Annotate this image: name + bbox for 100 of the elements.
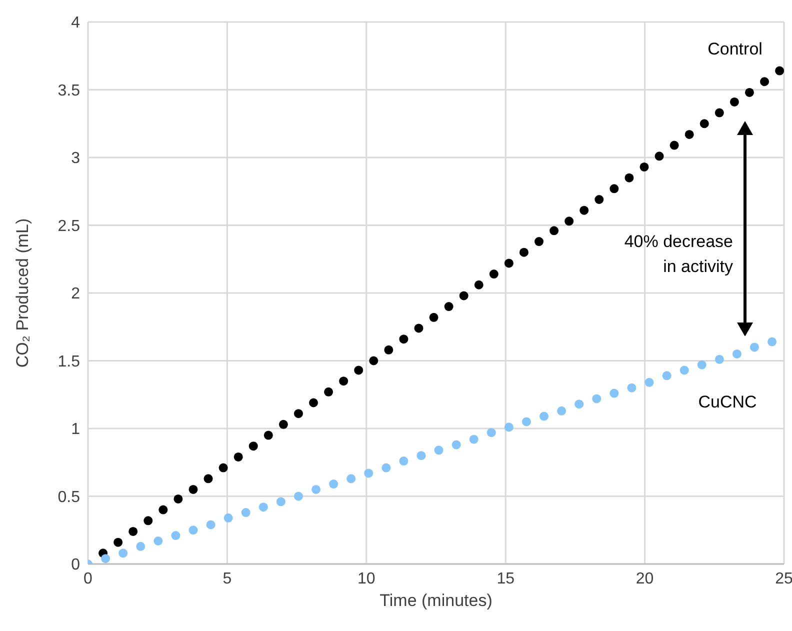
- point: [768, 337, 777, 346]
- point: [364, 468, 374, 478]
- x-tick-label: 15: [496, 570, 515, 588]
- point: [101, 554, 110, 564]
- point: [294, 492, 303, 501]
- point: [474, 280, 484, 290]
- point: [592, 394, 602, 404]
- point: [775, 66, 784, 76]
- x-tick-label: 0: [84, 570, 93, 588]
- point: [382, 463, 391, 472]
- point: [234, 452, 243, 462]
- x-tick-label: 10: [358, 570, 376, 588]
- point: [469, 434, 478, 444]
- point: [399, 456, 408, 466]
- point: [158, 505, 168, 514]
- point: [744, 88, 754, 97]
- point: [354, 366, 364, 375]
- point: [399, 334, 408, 344]
- point: [610, 184, 619, 194]
- point: [564, 216, 574, 226]
- point: [346, 474, 356, 484]
- point: [574, 400, 584, 409]
- point: [434, 446, 444, 455]
- point: [540, 412, 549, 421]
- point: [684, 130, 694, 139]
- point: [760, 77, 770, 86]
- point: [276, 497, 286, 506]
- y-axis-title: CO₂ Produced (mL): [13, 218, 32, 368]
- y-tick-label: 4: [71, 14, 80, 32]
- point: [248, 442, 258, 451]
- point: [118, 548, 128, 558]
- point: [264, 430, 273, 440]
- point: [309, 398, 318, 408]
- point: [174, 494, 183, 504]
- point: [188, 484, 198, 494]
- point: [136, 542, 146, 551]
- point: [452, 440, 461, 450]
- point: [550, 226, 559, 236]
- point: [714, 354, 724, 364]
- point: [224, 513, 233, 522]
- y-tick-label: 3: [71, 150, 80, 168]
- y-tick-label: 1: [71, 421, 80, 438]
- point: [627, 383, 636, 392]
- y-tick-label: 0: [71, 556, 80, 574]
- point: [188, 526, 198, 535]
- point: [644, 378, 654, 387]
- series-label: CuCNC: [698, 392, 757, 412]
- point: [732, 349, 742, 358]
- point: [680, 366, 689, 375]
- point: [714, 108, 724, 118]
- point: [324, 387, 334, 396]
- point: [329, 480, 338, 489]
- point: [486, 428, 496, 438]
- point: [204, 474, 213, 484]
- point: [294, 409, 303, 418]
- annotation: 40% decrease in activity: [623, 231, 734, 278]
- point: [154, 536, 163, 546]
- point: [241, 508, 250, 518]
- point: [429, 312, 438, 322]
- x-tick-label: 20: [636, 570, 654, 588]
- x-axis-title: Time (minutes): [380, 591, 492, 610]
- point: [640, 162, 649, 172]
- y-tick-label: 2.5: [58, 218, 80, 235]
- point: [534, 237, 544, 246]
- point: [128, 526, 138, 536]
- point: [444, 302, 454, 312]
- point: [258, 502, 268, 512]
- point: [662, 371, 672, 380]
- point: [369, 356, 378, 366]
- point: [459, 291, 468, 300]
- point: [504, 422, 514, 432]
- point: [519, 248, 528, 257]
- x-tick-label: 25: [775, 570, 792, 588]
- point: [278, 420, 288, 429]
- point: [504, 258, 514, 268]
- point: [654, 152, 664, 161]
- point: [580, 206, 589, 215]
- point: [489, 270, 498, 279]
- series-label: Control: [708, 39, 762, 58]
- point: [610, 388, 619, 398]
- point: [730, 97, 739, 106]
- y-tick-label: 0.5: [58, 488, 80, 506]
- point: [416, 451, 426, 460]
- point: [670, 140, 679, 150]
- point: [697, 360, 706, 370]
- point: [339, 376, 348, 386]
- y-tick-label: 3.5: [58, 82, 80, 100]
- point: [624, 173, 634, 182]
- point: [206, 520, 216, 530]
- point: [384, 345, 394, 354]
- y-tick-label: 2: [71, 286, 80, 303]
- point: [750, 342, 759, 352]
- y-tick-label: 1.5: [58, 353, 80, 370]
- x-tick-label: 5: [222, 570, 232, 588]
- point: [114, 538, 123, 547]
- point: [144, 516, 153, 526]
- point: [312, 484, 321, 494]
- point: [522, 417, 531, 426]
- point: [218, 463, 228, 472]
- point: [414, 324, 424, 333]
